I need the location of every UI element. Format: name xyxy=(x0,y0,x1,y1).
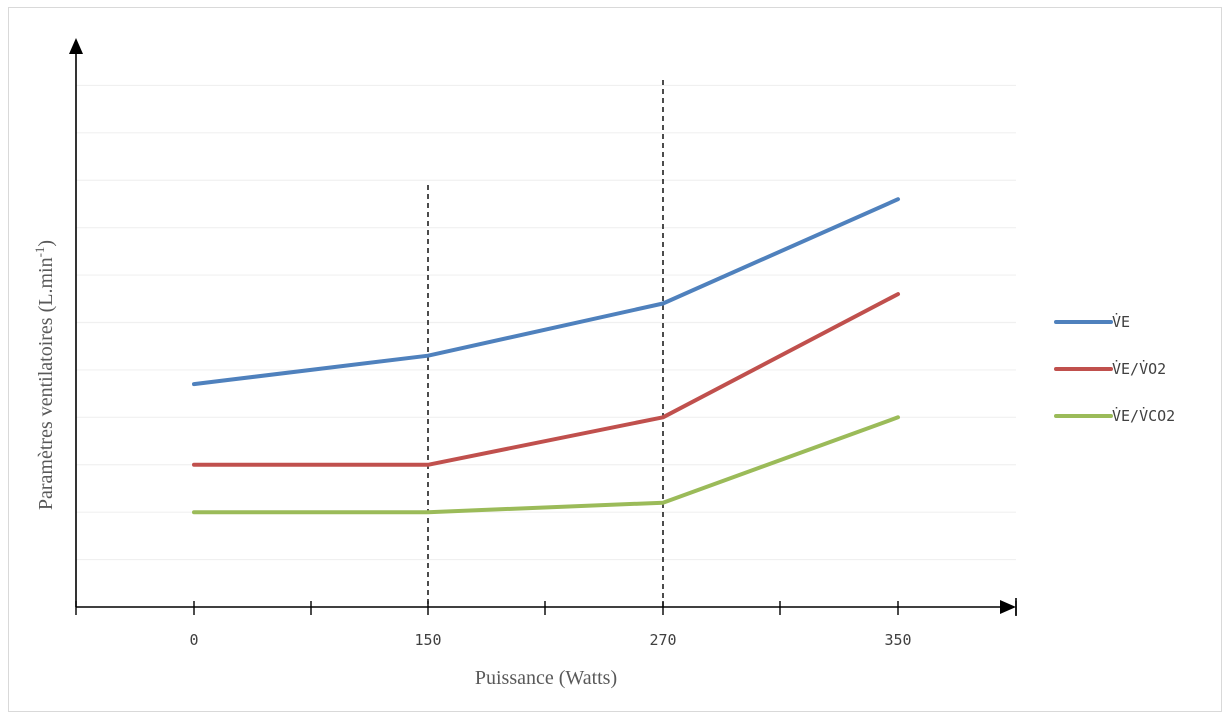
y-axis-arrow xyxy=(69,38,83,54)
threshold-lines xyxy=(427,80,664,607)
x-ticks xyxy=(75,601,1017,615)
x-tick-label: 0 xyxy=(189,631,198,649)
axes xyxy=(69,38,1017,616)
x-tick-label: 270 xyxy=(649,631,676,649)
series-line-2 xyxy=(192,292,900,467)
series-line-1 xyxy=(192,197,900,387)
series-line-3 xyxy=(192,415,900,515)
y-axis-title: Paramètres ventilatoires (L.min-1) xyxy=(32,240,57,510)
chart-frame xyxy=(8,7,1222,712)
y-axis-title-main: Paramètres ventilatoires (L.min xyxy=(35,257,57,510)
x-axis-arrow xyxy=(1000,600,1016,614)
tick-labels: 0 150 270 350 xyxy=(189,631,911,649)
y-axis-title-superscript: -1 xyxy=(32,247,47,258)
gridlines xyxy=(76,84,1016,561)
legend-label: V̇E xyxy=(1112,311,1130,331)
x-axis-title: Puissance (Watts) xyxy=(475,667,617,689)
x-tick-label: 150 xyxy=(414,631,441,649)
legend: V̇E V̇E/V̇O2 V̇E/V̇CO2 xyxy=(1054,311,1175,425)
legend-label: V̇E/V̇CO2 xyxy=(1112,405,1175,425)
legend-label: V̇E/V̇O2 xyxy=(1112,358,1166,378)
y-axis-title-close: ) xyxy=(35,240,57,247)
series xyxy=(192,197,900,515)
x-tick-label: 350 xyxy=(884,631,911,649)
